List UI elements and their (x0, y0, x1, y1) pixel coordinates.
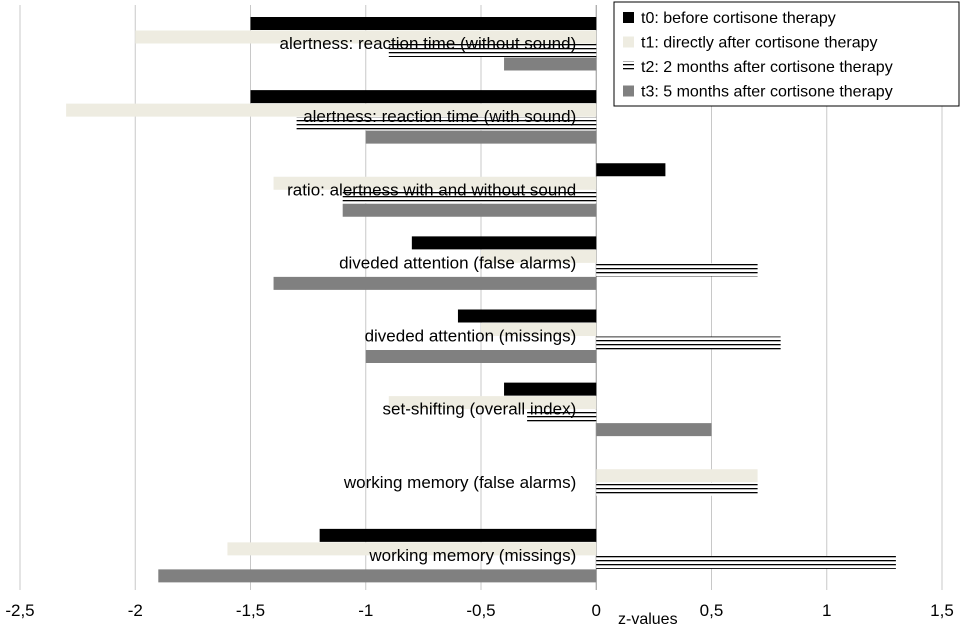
bar (227, 542, 597, 556)
x-tick-label: -1 (358, 601, 373, 620)
x-axis-title: z-values (618, 611, 678, 628)
bar (457, 309, 597, 323)
bar (388, 396, 597, 410)
category-label: diveded attention (false alarms) (339, 253, 576, 272)
category-label: diveded attention (missings) (365, 327, 577, 346)
bar (135, 30, 597, 44)
x-tick-label: -2,5 (5, 601, 34, 620)
legend: t0: before cortisone therapy t1: directly… (613, 1, 960, 107)
bar (481, 323, 597, 336)
bar (296, 117, 597, 131)
legend-swatch (623, 61, 634, 72)
legend-label: t1: directly after cortisone therapy (641, 35, 878, 52)
x-tick-label: -1,5 (236, 601, 265, 620)
bar (66, 103, 597, 117)
bar (504, 57, 597, 71)
bar (481, 249, 597, 263)
bar (158, 569, 597, 583)
bar (596, 336, 781, 350)
x-tick-label: -0,5 (466, 601, 495, 620)
legend-label: t0: before cortisone therapy (641, 10, 836, 27)
x-tick-labels: -2,5 -2 -1,5 -1 -0,5 0 0,5 1 1,5 (5, 601, 953, 620)
bar (365, 350, 597, 363)
bar (250, 17, 597, 30)
bar (273, 176, 597, 190)
bar (596, 423, 712, 437)
bar (342, 203, 597, 217)
x-tick-label: -2 (128, 601, 143, 620)
category-label: ratio: alertness with and without sound (287, 180, 576, 199)
bar (273, 276, 597, 290)
bar (504, 382, 597, 396)
bar (596, 163, 666, 177)
x-tick-label: 1,5 (930, 601, 954, 620)
legend-box (613, 1, 960, 107)
bar (596, 482, 758, 496)
category-label: set-shifting (overall index) (383, 400, 577, 419)
bar (250, 90, 597, 104)
x-tick-label: 1 (822, 601, 831, 620)
legend-swatch (623, 36, 634, 48)
category-label: alertness: reaction time (with sound) (303, 107, 576, 126)
bar (365, 130, 597, 144)
legend-label: t2: 2 months after cortisone therapy (641, 59, 893, 76)
legend-swatch (623, 12, 634, 23)
bar (596, 469, 758, 483)
legend-label: t3: 5 months after cortisone therapy (641, 84, 893, 101)
category-label: working memory (missings) (368, 546, 576, 565)
category-label: alertness: reaction time (without sound) (280, 34, 577, 53)
bar (596, 555, 896, 569)
category-labels: alertness: reaction time (without sound)… (280, 34, 577, 565)
category-label: working memory (false alarms) (343, 473, 576, 492)
bars (66, 17, 896, 583)
bar (388, 44, 597, 57)
x-tick-label: 0 (592, 601, 601, 620)
x-tick-label: 0,5 (700, 601, 724, 620)
bar (342, 190, 597, 204)
bar (411, 236, 597, 250)
bar (319, 528, 597, 542)
legend-swatch (623, 85, 634, 97)
bar (527, 409, 597, 423)
bar (596, 263, 758, 277)
